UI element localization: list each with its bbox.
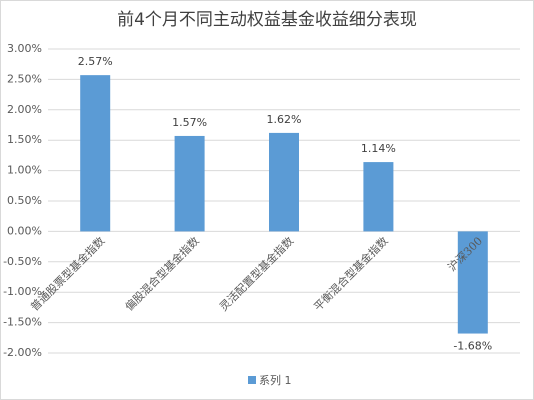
- bar: [363, 162, 394, 232]
- data-label: 1.62%: [267, 113, 302, 126]
- y-tick-label: -1.00%: [3, 285, 42, 298]
- y-tick-label: 3.00%: [7, 42, 42, 55]
- data-label: 1.57%: [172, 116, 207, 129]
- y-tick-label: -0.50%: [3, 255, 42, 268]
- bar: [80, 75, 111, 232]
- data-label: 1.14%: [361, 142, 396, 155]
- data-label: 2.57%: [78, 55, 113, 68]
- y-tick-label: 2.00%: [7, 103, 42, 116]
- y-tick-label: 2.50%: [7, 72, 42, 85]
- bar: [457, 231, 488, 334]
- y-tick-label: 0.50%: [7, 194, 42, 207]
- y-tick-label: 0.00%: [7, 224, 42, 237]
- y-tick-label: 1.50%: [7, 133, 42, 146]
- data-label: -1.68%: [453, 340, 492, 353]
- bar: [269, 132, 299, 232]
- chart-title: 前4个月不同主动权益基金收益细分表现: [117, 10, 417, 30]
- legend-swatch: [248, 376, 256, 384]
- y-tick-label: -1.50%: [3, 316, 42, 329]
- y-tick-label: -2.00%: [3, 346, 42, 359]
- legend-label: 系列 1: [259, 373, 292, 387]
- y-tick-label: 1.00%: [7, 164, 42, 177]
- bar: [174, 135, 205, 232]
